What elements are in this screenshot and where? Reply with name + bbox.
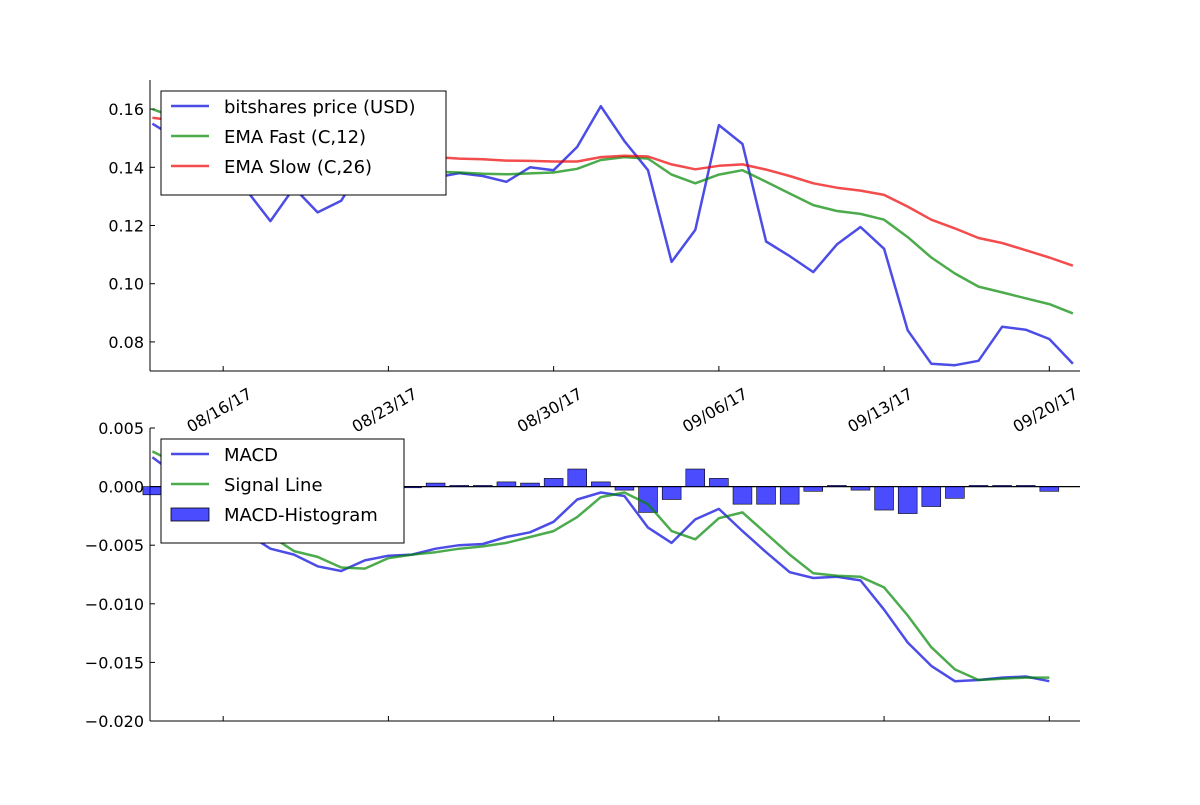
y-tick-label: 0.000: [98, 478, 144, 497]
y-tick-label: 0.005: [98, 419, 144, 438]
histogram-bar: [992, 485, 1012, 487]
y-tick-label: 0.10: [108, 275, 144, 294]
x-tick-label: 09/06/17: [679, 384, 751, 436]
histogram-bar: [897, 486, 918, 514]
histogram-bar: [543, 478, 564, 487]
x-tick-label: 08/16/17: [183, 384, 255, 436]
histogram-bar: [661, 486, 682, 500]
legend-label: Signal Line: [224, 475, 323, 496]
histogram-bar: [1015, 485, 1036, 487]
histogram-bar: [142, 486, 163, 496]
legend-label: EMA Slow (C,26): [224, 157, 372, 178]
histogram-bar: [921, 486, 942, 507]
y-tick-label: −0.005: [85, 536, 144, 555]
y-tick-label: 0.14: [108, 158, 144, 177]
histogram-bar: [732, 486, 753, 505]
legend: bitshares price (USD) EMA Fast (C,12) EMA …: [160, 90, 447, 196]
histogram-bar: [756, 486, 776, 505]
legend-label: MACD-Histogram: [224, 505, 378, 526]
x-tick-label: 08/23/17: [349, 384, 421, 436]
histogram-bar: [402, 486, 422, 489]
histogram-bar: [567, 468, 587, 487]
histogram-bar: [1039, 486, 1060, 492]
histogram-bar: [685, 468, 705, 487]
legend-label: EMA Fast (C,12): [224, 127, 366, 148]
histogram-bar: [874, 486, 894, 511]
x-tick-label: 08/30/17: [514, 384, 586, 436]
histogram-bar: [614, 486, 635, 491]
series-line-macd: [151, 456, 1050, 683]
histogram-bar: [425, 482, 446, 487]
y-tick-label: 0.16: [108, 100, 144, 119]
y-tick-label: 0.08: [108, 333, 144, 352]
histogram-bar: [945, 486, 965, 499]
legend-box: [160, 438, 405, 544]
series-line-signal-line: [151, 450, 1050, 682]
y-tick-label: −0.020: [85, 712, 144, 731]
y-tick-label: −0.010: [85, 595, 144, 614]
histogram-bar: [591, 481, 611, 487]
legend-label: MACD: [224, 445, 278, 466]
legend-swatch: [170, 507, 210, 522]
histogram-bar: [520, 482, 540, 487]
legend-label: bitshares price (USD): [224, 97, 416, 118]
histogram-bar: [803, 486, 824, 492]
histogram-bar: [709, 478, 729, 487]
x-tick-label: 09/20/17: [1010, 384, 1082, 436]
histogram-bar: [638, 486, 658, 513]
legend: MACD Signal Line MACD-Histogram: [160, 438, 405, 544]
histogram-bar: [496, 481, 517, 487]
legend-box: [160, 90, 447, 196]
histogram-bar: [473, 485, 493, 487]
histogram-bar: [968, 485, 989, 487]
series-line-bitshares-price-usd: [151, 104, 1074, 367]
histogram-bar: [827, 485, 847, 487]
histogram-bar: [779, 486, 800, 505]
x-tick-label: 09/13/17: [844, 384, 916, 436]
y-tick-label: 0.12: [108, 217, 144, 236]
histogram-bar: [850, 486, 871, 491]
panel-macd: 0.005 0.000 −0.005 −0.010 −0.015 −0.020 MACD Si…: [85, 419, 1080, 731]
panel-price: 0.08 0.10 0.12 0.14 0.16 08/16/17 08/23/17 08/3…: [108, 80, 1081, 436]
y-tick-label: −0.015: [85, 653, 144, 672]
histogram-bar: [449, 485, 469, 487]
